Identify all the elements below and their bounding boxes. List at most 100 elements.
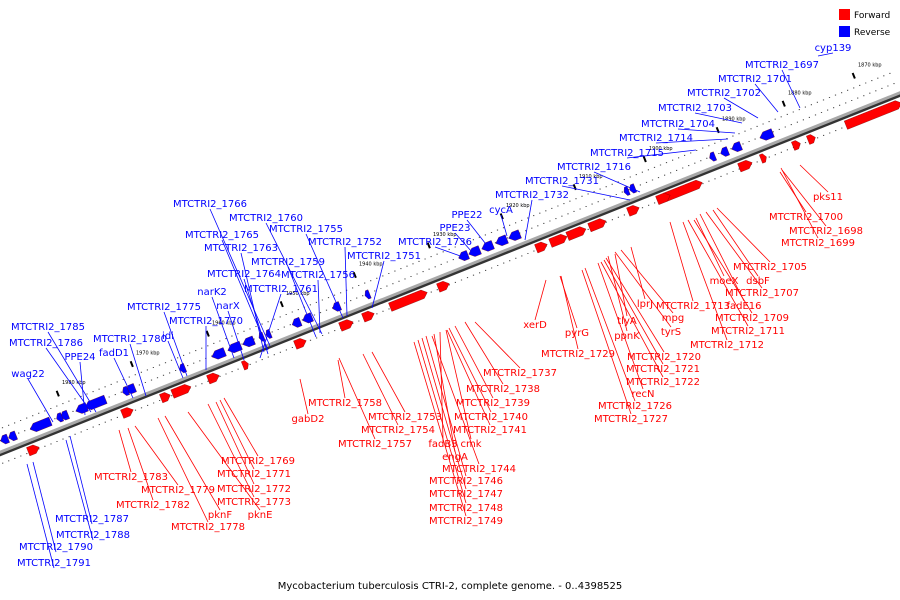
forward-gene-label: MTCTRI2_1741 xyxy=(453,425,527,436)
forward-label-leader xyxy=(417,339,467,504)
reverse-gene-label: MTCTRI2_1736 xyxy=(398,237,472,248)
forward-label-leader xyxy=(454,325,494,399)
kbp-tick-label: 1880 kbp xyxy=(788,90,812,96)
reverse-label-leader xyxy=(240,252,265,353)
scale-dots xyxy=(1,72,891,429)
forward-label-leader xyxy=(464,321,504,385)
reverse-gene-label: PPE24 xyxy=(64,352,95,363)
forward-gene xyxy=(388,289,428,312)
forward-label-leader xyxy=(630,246,646,300)
reverse-gene-label: MTCTRI2_1697 xyxy=(745,60,819,71)
kbp-tick xyxy=(851,72,856,79)
forward-gene xyxy=(170,384,192,399)
reverse-label-leader xyxy=(305,233,344,319)
reverse-gene-label: MTCTRI2_1714 xyxy=(619,133,693,144)
forward-label-leader xyxy=(299,378,309,415)
reverse-label-leader xyxy=(47,331,97,413)
reverse-label-leader xyxy=(524,199,533,241)
forward-gene xyxy=(361,310,375,323)
reverse-gene-label: MTCTRI2_1751 xyxy=(347,251,421,262)
forward-label-leader xyxy=(338,357,376,440)
reverse-gene xyxy=(495,234,509,246)
forward-gene xyxy=(806,134,816,145)
reverse-gene-label: MTCTRI2_1732 xyxy=(495,190,569,201)
reverse-gene xyxy=(122,385,130,396)
forward-gene-label: cmk xyxy=(460,439,481,450)
reverse-gene-label: MTCTRI2_1787 xyxy=(55,514,129,525)
reverse-gene-label: MTCTRI2_1759 xyxy=(251,257,325,268)
forward-gene-label: dsbF xyxy=(746,276,770,287)
forward-gene-label: MTCTRI2_1699 xyxy=(781,238,855,249)
reverse-gene-label: MTCTRI2_1716 xyxy=(557,162,631,173)
reverse-label-leader xyxy=(561,185,631,201)
reverse-gene xyxy=(242,335,256,348)
reverse-label-leader xyxy=(287,266,317,338)
reverse-gene-label: MTCTRI2_1786 xyxy=(9,338,83,349)
forward-gene-label: MTCTRI2_1747 xyxy=(429,489,503,500)
forward-gene-label: tyrS xyxy=(661,327,681,338)
reverse-gene-label: fadD1 xyxy=(99,348,129,359)
legend-reverse-swatch xyxy=(839,26,850,37)
forward-label-leader xyxy=(207,403,255,498)
forward-gene-label: MTCTRI2_1712 xyxy=(690,340,764,351)
forward-gene-label: pks11 xyxy=(813,192,843,203)
reverse-gene xyxy=(458,250,470,261)
kbp-tick-label: 1930 kbp xyxy=(433,232,457,238)
forward-label-leader xyxy=(584,267,636,402)
forward-gene-label: MTCTRI2_1711 xyxy=(711,326,785,337)
forward-gene-label: MTCTRI2_1778 xyxy=(171,522,245,533)
forward-gene-label: xerD xyxy=(523,320,547,331)
forward-gene xyxy=(565,226,587,241)
reverse-gene-label: MTCTRI2_1765 xyxy=(185,230,259,241)
reverse-gene-label: MTCTRI2_1760 xyxy=(229,213,303,224)
reverse-gene-label: MTCTRI2_1756 xyxy=(281,270,355,281)
reverse-gene xyxy=(481,240,495,252)
forward-gene xyxy=(338,319,354,332)
forward-gene-label: MTCTRI2_1727 xyxy=(594,414,668,425)
reverse-gene-label: cyp139 xyxy=(815,43,852,54)
reverse-gene-label: MTCTRI2_1701 xyxy=(718,74,792,85)
reverse-gene-label: idi xyxy=(162,331,174,342)
kbp-tick xyxy=(55,390,60,397)
genome-backbone-shadow xyxy=(0,92,900,457)
kbp-tick xyxy=(781,100,786,107)
forward-gene-label: pknF xyxy=(208,510,232,521)
reverse-gene-label: cycA xyxy=(489,205,513,216)
forward-label-leader xyxy=(699,213,745,302)
forward-label-leader xyxy=(693,219,753,314)
forward-gene-label: MTCTRI2_1740 xyxy=(454,412,528,423)
forward-gene-label: MTCTRI2_1782 xyxy=(116,500,190,511)
forward-label-leader xyxy=(223,397,259,457)
reverse-gene xyxy=(0,433,10,445)
reverse-gene-label: MTCTRI2_1770 xyxy=(169,316,243,327)
forward-gene-label: MTCTRI2_1758 xyxy=(308,398,382,409)
reverse-gene-label: MTCTRI2_1780 xyxy=(93,334,167,345)
forward-label-leader xyxy=(780,167,819,239)
forward-gene xyxy=(587,218,607,233)
forward-label-leader xyxy=(474,321,521,369)
forward-gene-label: MTCTRI2_1707 xyxy=(725,288,799,299)
forward-label-leader xyxy=(219,399,255,470)
forward-gene-label: MTCTRI2_1772 xyxy=(217,484,291,495)
forward-gene-label: MTCTRI2_1749 xyxy=(429,516,503,527)
reverse-label-leader xyxy=(754,83,779,113)
kbp-tick-label: 1940 kbp xyxy=(359,262,383,268)
reverse-label-leader xyxy=(113,357,134,399)
reverse-gene-label: MTCTRI2_1715 xyxy=(590,148,664,159)
forward-gene-label: lprJ xyxy=(637,299,653,310)
forward-label-leader xyxy=(448,327,492,413)
forward-label-leader xyxy=(371,351,406,413)
genome-caption: Mycobacterium tuberculosis CTRI-2, compl… xyxy=(278,581,623,592)
reverse-label-leader xyxy=(209,208,271,347)
forward-gene xyxy=(159,392,171,404)
forward-gene-label: MTCTRI2_1779 xyxy=(141,485,215,496)
legend-reverse-label: Reverse xyxy=(854,28,891,38)
forward-gene-label: MTCTRI2_1705 xyxy=(733,262,807,273)
forward-gene-label: fadB3 xyxy=(428,439,457,450)
forward-label-leader xyxy=(597,262,644,390)
forward-label-leader xyxy=(425,335,467,477)
reverse-label-leader xyxy=(371,260,385,309)
forward-gene-label: MTCTRI2_1744 xyxy=(442,464,516,475)
kbp-tick xyxy=(352,271,357,279)
